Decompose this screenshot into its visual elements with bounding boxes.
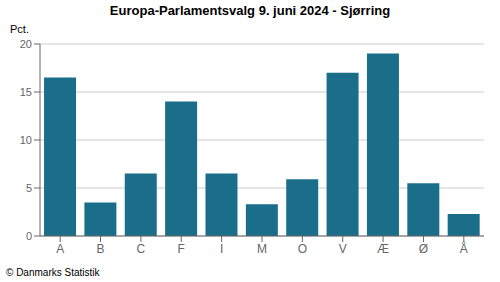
svg-text:Ø: Ø (419, 242, 428, 256)
svg-text:15: 15 (20, 86, 32, 98)
html-text:Pct.: Pct. (10, 23, 29, 35)
html-text:Europa-Parlamentsvalg 9. juni: Europa-Parlamentsvalg 9. juni 2024 - Sjø… (109, 3, 391, 18)
svg-text:I: I (220, 242, 223, 256)
svg-text:F: F (178, 242, 185, 256)
svg-text:A: A (56, 242, 64, 256)
svg-text:M: M (257, 242, 267, 256)
svg-text:Æ: Æ (377, 242, 389, 256)
svg-text:20: 20 (20, 38, 32, 50)
svg-text:0: 0 (26, 230, 32, 242)
svg-text:5: 5 (26, 182, 32, 194)
svg-text:B: B (97, 242, 105, 256)
html-text:© Danmarks Statistik: © Danmarks Statistik (6, 267, 100, 278)
svg-text:10: 10 (20, 134, 32, 146)
svg-text:C: C (137, 242, 146, 256)
svg-text:Å: Å (460, 241, 468, 256)
svg-text:V: V (339, 242, 347, 256)
svg-text:O: O (298, 242, 307, 256)
